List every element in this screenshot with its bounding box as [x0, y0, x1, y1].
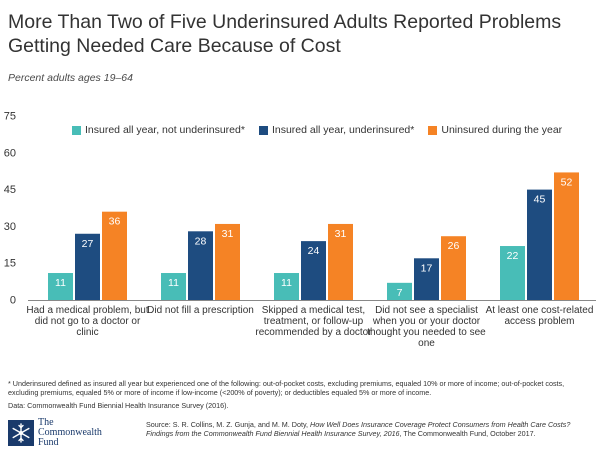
snowflake-logo-icon — [8, 420, 34, 446]
legend-label-not-underinsured: Insured all year, not underinsured* — [85, 124, 245, 136]
legend-item-not-underinsured: Insured all year, not underinsured* — [72, 124, 245, 136]
category-label: one — [418, 338, 435, 349]
legend-label-underinsured: Insured all year, underinsured* — [271, 124, 415, 136]
source-citation: Source: S. R. Collins, M. Z. Gunja, and … — [146, 420, 594, 438]
bar — [274, 273, 299, 300]
bar-value-label: 31 — [335, 228, 347, 240]
category-label: access problem — [504, 316, 574, 327]
bar — [554, 172, 579, 300]
bar — [161, 273, 186, 300]
y-tick-label: 15 — [4, 258, 16, 270]
category-label: treatment, or follow-up — [264, 316, 364, 327]
bar-value-label: 11 — [281, 277, 292, 289]
bar-value-label: 24 — [308, 245, 320, 257]
bar — [48, 273, 73, 300]
y-tick-label: 75 — [4, 111, 16, 123]
bar — [75, 233, 100, 300]
bar-value-label: 52 — [561, 176, 573, 188]
y-tick-label: 60 — [4, 147, 16, 159]
category-label: At least one cost-related — [486, 305, 594, 316]
category-label: thought you needed to see — [367, 327, 486, 338]
category-label: Did not fill a prescription — [147, 305, 254, 316]
bar-value-label: 11 — [55, 277, 66, 289]
bar — [387, 282, 412, 300]
bar-value-label: 28 — [195, 235, 207, 247]
category-label: Had a medical problem, but — [26, 305, 149, 316]
legend-label-uninsured: Uninsured during the year — [441, 124, 563, 136]
citation-report-title: How Well Does Insurance Coverage Protect… — [146, 420, 571, 438]
data-source-note: Data: Commonwealth Fund Biennial Health … — [8, 401, 229, 410]
category-label: did not go to a doctor or — [35, 316, 141, 327]
bar — [527, 189, 552, 300]
footnote: * Underinsured defined as insured all ye… — [8, 379, 565, 397]
bar-value-label: 36 — [109, 216, 121, 228]
bar — [328, 223, 353, 300]
citation-prefix: Source: S. R. Collins, M. Z. Gunja, and … — [146, 420, 311, 429]
chart-subtitle: Percent adults ages 19–64 — [8, 72, 133, 84]
legend-swatch-navy — [258, 125, 268, 135]
bar-value-label: 26 — [448, 240, 460, 252]
category-label: Skipped a medical test, — [262, 305, 365, 316]
bar-value-label: 22 — [507, 250, 519, 262]
bar-value-label: 27 — [82, 238, 94, 250]
bar — [500, 246, 525, 300]
legend-swatch-orange — [428, 125, 438, 135]
chart-title: More Than Two of Five Underinsured Adult… — [8, 11, 562, 57]
category-label: Did not see a specialist — [375, 305, 478, 316]
y-tick-label: 45 — [4, 184, 16, 196]
chart-legend: Insured all year, not underinsured* Insu… — [72, 124, 562, 136]
category-label: recommended by a doctor — [255, 327, 372, 338]
legend-item-underinsured: Insured all year, underinsured* — [258, 124, 415, 136]
bar-chart: 0 15 30 45 60 75 11 27 36 Had a medical problem, … — [4, 111, 596, 349]
bar — [441, 236, 466, 300]
category-label: clinic — [76, 327, 98, 338]
bar-value-label: 7 — [397, 287, 403, 299]
commonwealth-fund-logo: The Commonwealth Fund — [8, 418, 102, 448]
bar-value-label: 31 — [222, 228, 234, 240]
logo-line-3: Fund — [38, 437, 59, 448]
bar — [102, 211, 127, 300]
bar — [188, 231, 213, 300]
logo-line-2: Commonwealth — [38, 427, 102, 438]
citation-suffix: , The Commonwealth Fund, October 2017. — [399, 429, 536, 438]
bar-value-label: 45 — [534, 194, 546, 206]
legend-item-uninsured: Uninsured during the year — [428, 124, 562, 136]
bar-value-label: 11 — [168, 277, 179, 289]
y-tick-label: 30 — [4, 221, 16, 233]
logo-wordmark: The Commonwealth Fund — [38, 418, 102, 448]
bar — [215, 223, 240, 300]
category-label: when you or your doctor — [372, 316, 481, 327]
logo-line-1: The — [38, 417, 54, 428]
y-tick-label: 0 — [10, 295, 16, 307]
legend-swatch-teal — [72, 125, 81, 135]
bar — [414, 258, 439, 300]
bar-value-label: 17 — [421, 262, 433, 274]
bar — [301, 241, 326, 300]
